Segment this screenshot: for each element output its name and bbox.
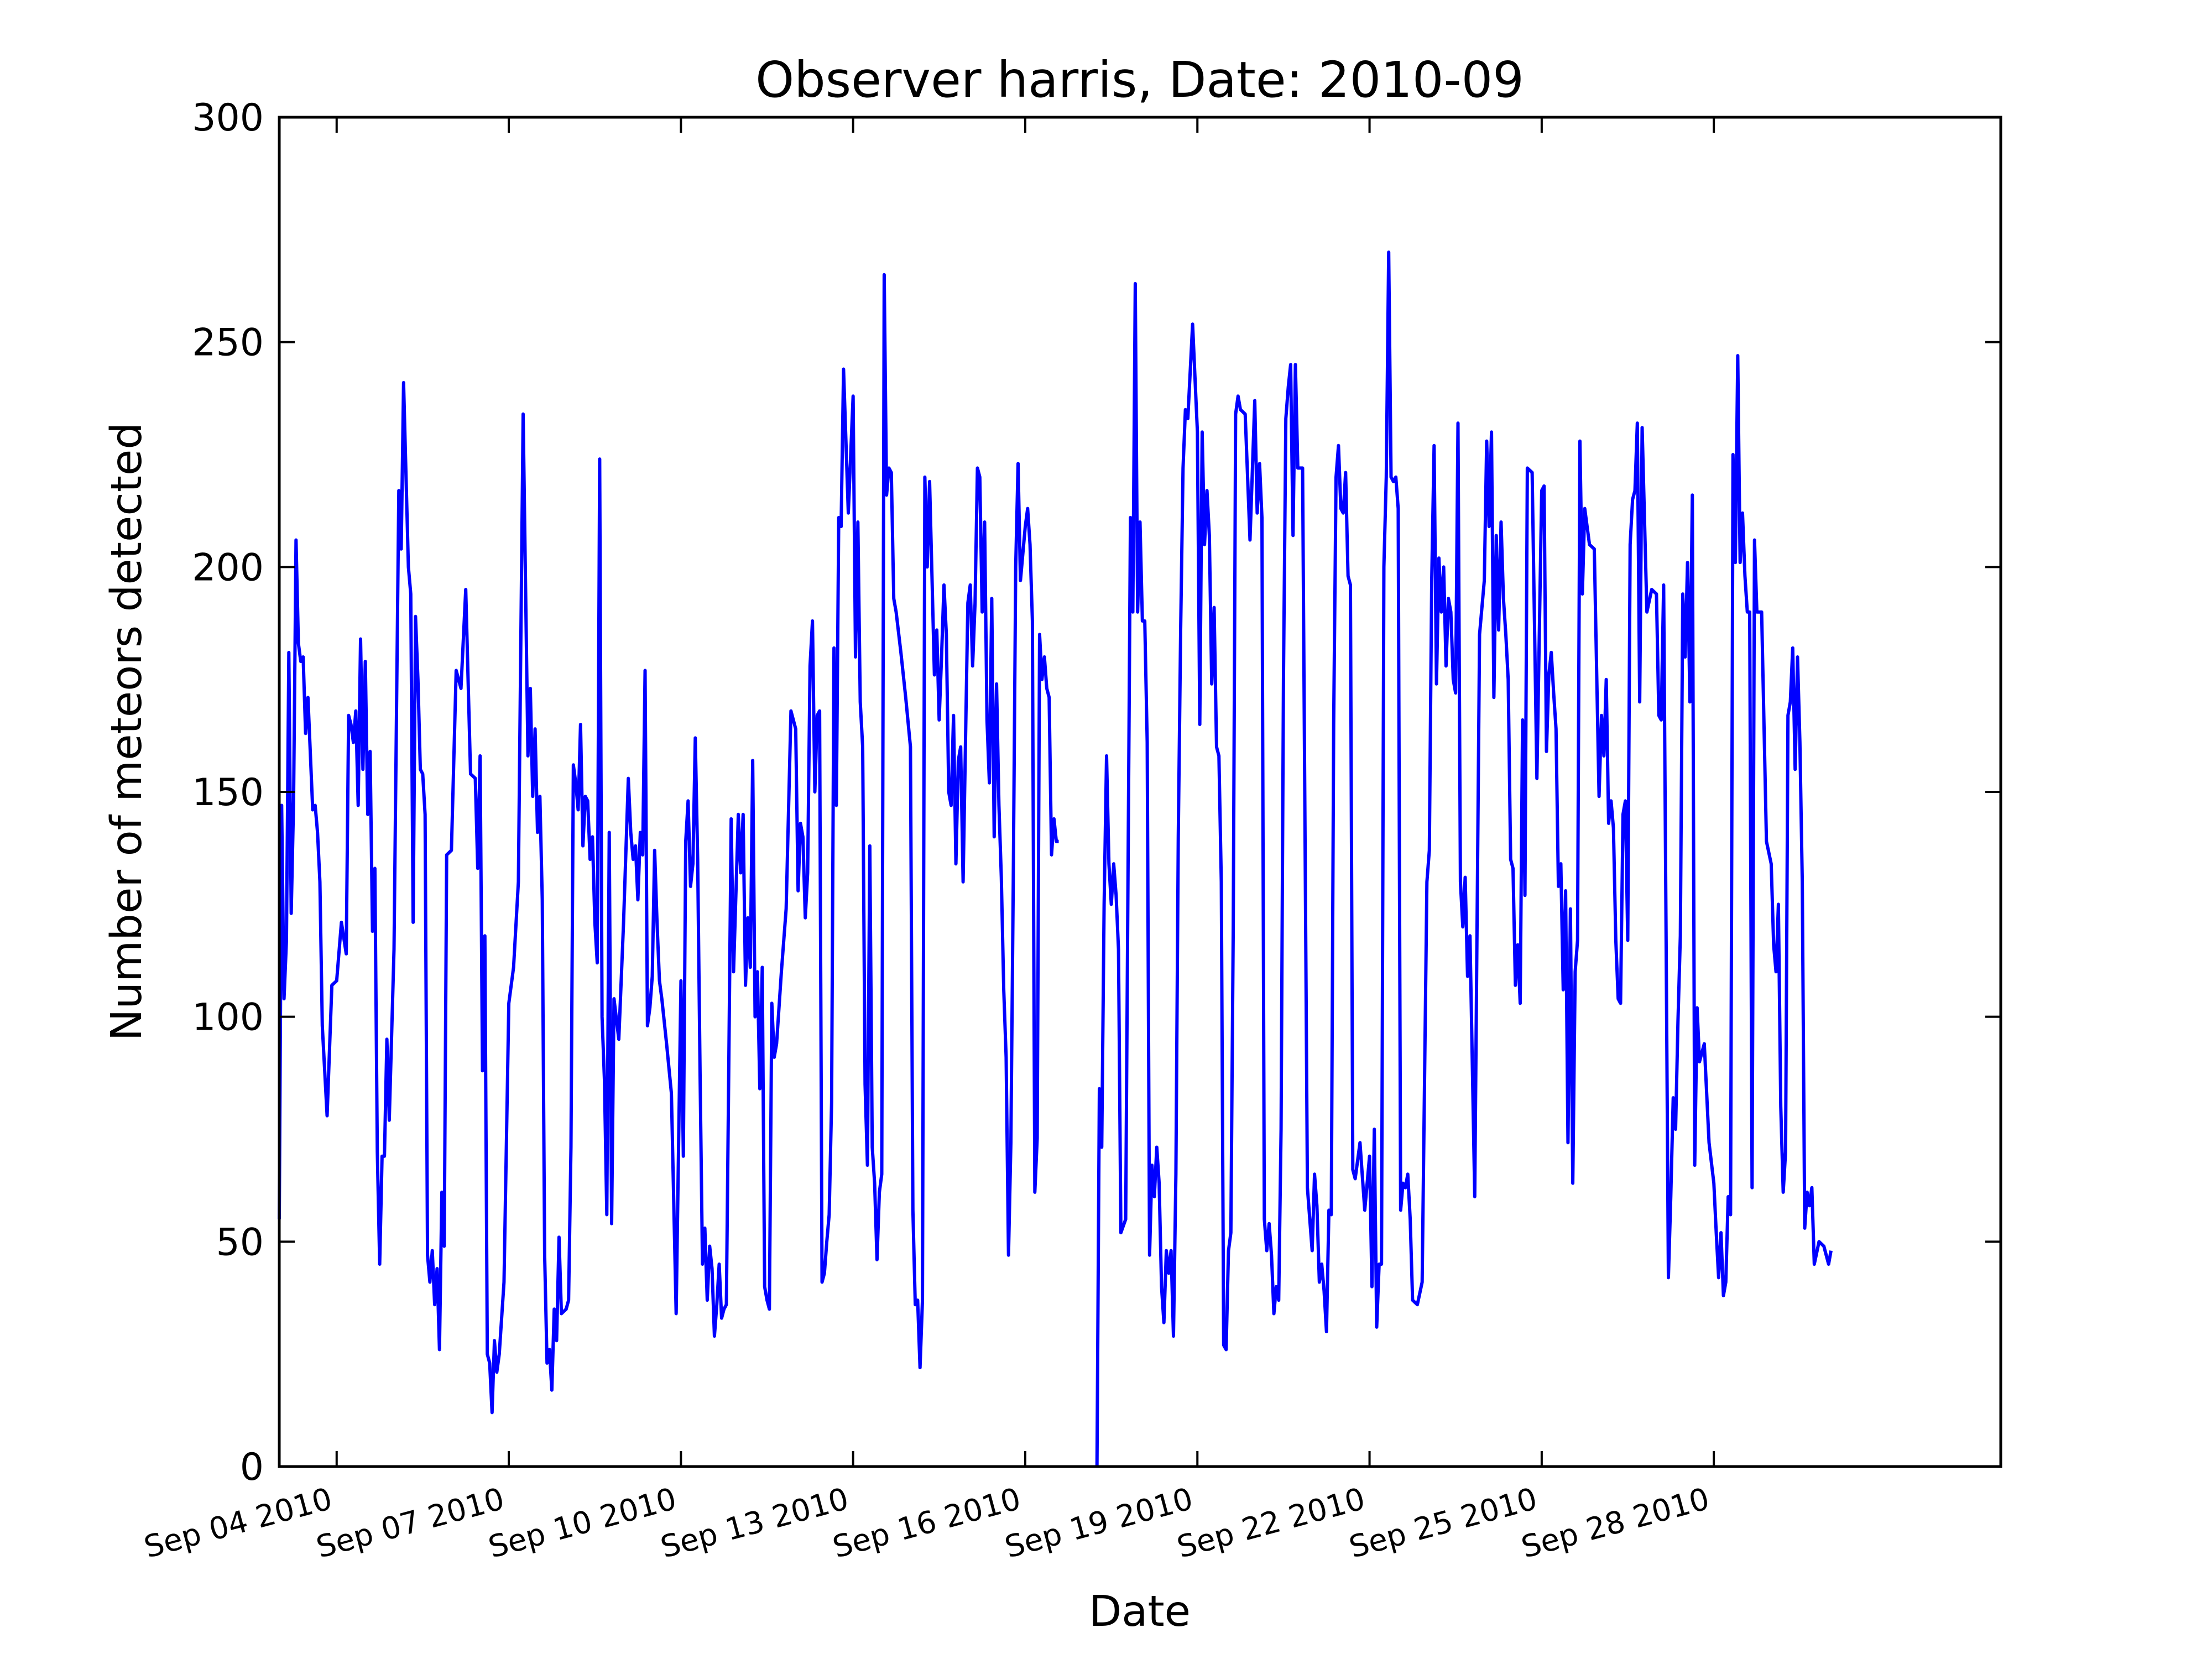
series-line-segment-2 (1095, 251, 1833, 1467)
y-tick-label: 300 (192, 96, 264, 140)
plot-frame (278, 116, 2002, 1468)
y-tick-label: 250 (192, 321, 264, 365)
y-tick-label: 100 (192, 996, 264, 1040)
y-tick-label: 150 (192, 771, 264, 815)
chart-title: Observer harris, Date: 2010-09 (755, 51, 1524, 108)
y-tick-label: 0 (240, 1446, 264, 1489)
y-axis: 0 50 100 150 200 250 300 (192, 96, 2001, 1489)
x-axis-label: Date (1089, 1587, 1191, 1636)
series-layer (278, 251, 1833, 1467)
y-tick-label: 50 (216, 1220, 264, 1264)
y-tick-label: 200 (192, 546, 264, 589)
y-axis-label: Number of meteors detected (102, 422, 152, 1041)
series-line-segment-1 (278, 273, 1059, 1415)
